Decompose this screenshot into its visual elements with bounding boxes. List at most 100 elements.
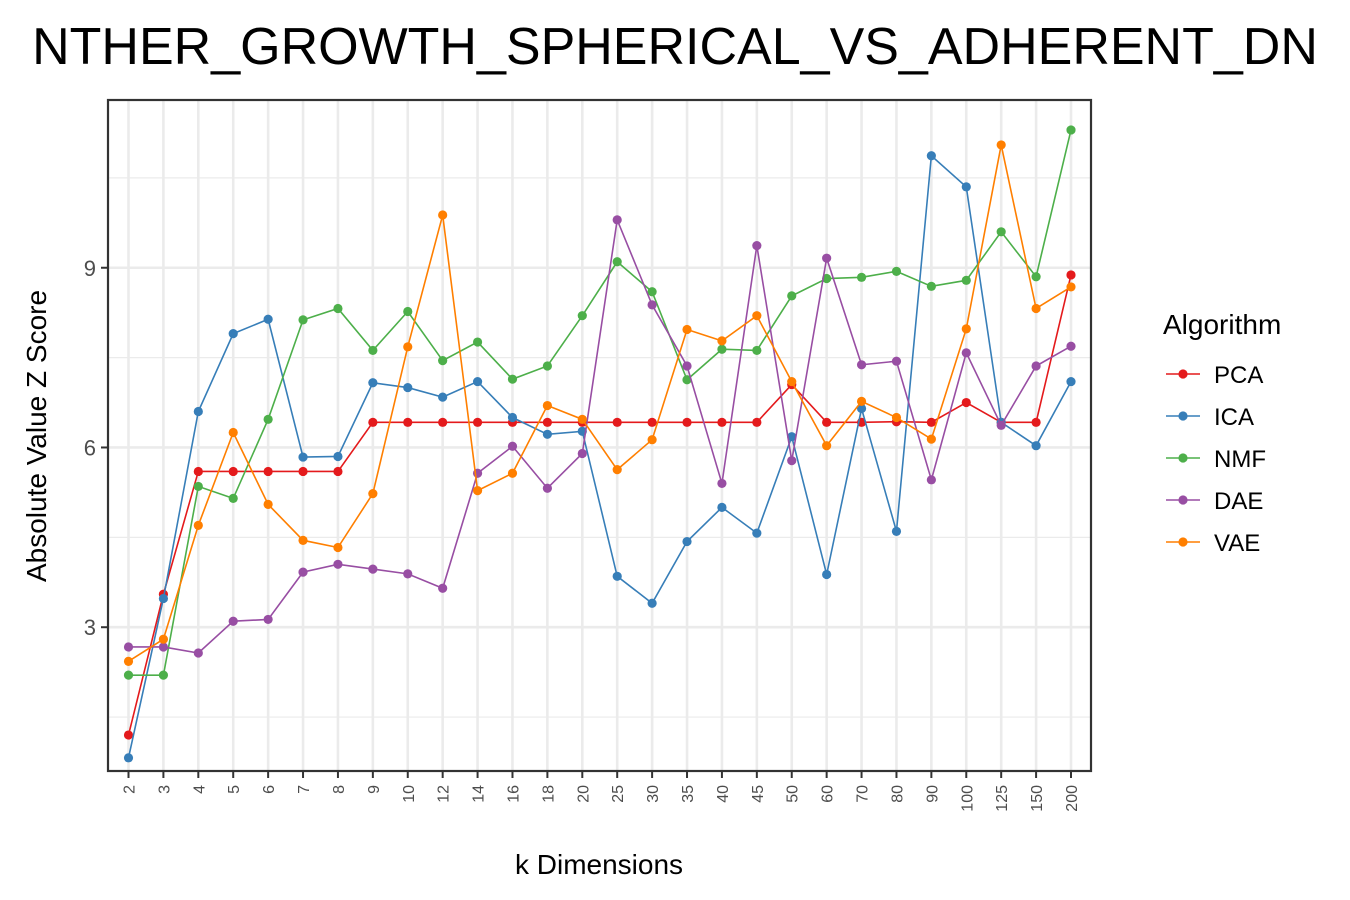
data-point-nmf — [403, 306, 413, 317]
data-point-nmf — [263, 414, 273, 424]
data-point-ica — [1066, 376, 1076, 387]
x-tick-label: 70 — [855, 785, 872, 803]
series-dae — [123, 215, 1076, 658]
x-tick-label: 90 — [924, 785, 941, 803]
data-point-pca — [403, 417, 413, 427]
data-point-dae — [193, 648, 203, 658]
data-point-dae — [1031, 361, 1041, 371]
data-point-dae — [333, 559, 343, 569]
data-point-dae — [438, 583, 448, 593]
data-point-vae — [961, 324, 971, 334]
data-point-dae — [647, 300, 657, 310]
legend: Algorithm PCA ICA NMF DAE VAE — [1163, 309, 1281, 557]
legend-key-point — [1178, 369, 1188, 379]
legend-label: ICA — [1214, 404, 1254, 431]
series-line-nmf — [128, 129, 1072, 676]
series-vae — [123, 140, 1076, 666]
x-tick-label: 14 — [471, 785, 488, 803]
legend-item-ica: ICA — [1166, 404, 1254, 431]
legend-label: VAE — [1214, 530, 1260, 557]
data-point-nmf — [612, 257, 622, 267]
data-point-ica — [542, 429, 552, 439]
data-point-nmf — [856, 272, 867, 282]
data-point-vae — [333, 542, 343, 553]
x-tick-label: 8 — [331, 785, 348, 794]
data-point-vae — [472, 486, 483, 496]
data-point-vae — [298, 535, 308, 545]
x-tick-label: 6 — [261, 785, 278, 794]
data-point-vae — [996, 140, 1006, 150]
data-point-vae — [1066, 282, 1076, 292]
data-point-dae — [158, 642, 169, 652]
data-point-nmf — [193, 481, 203, 492]
data-point-dae — [298, 567, 308, 577]
data-point-dae — [368, 564, 378, 574]
x-tick-label: 100 — [959, 785, 976, 812]
data-point-ica — [891, 526, 902, 536]
data-point-dae — [926, 475, 936, 485]
data-point-dae — [891, 356, 902, 366]
data-point-nmf — [682, 375, 692, 385]
data-point-vae — [123, 656, 134, 666]
data-point-ica — [158, 593, 169, 604]
data-point-ica — [193, 406, 203, 417]
series-line-dae — [128, 216, 1072, 654]
data-point-vae — [1031, 303, 1041, 314]
data-point-ica — [612, 571, 622, 581]
data-point-dae — [682, 361, 692, 371]
data-point-ica — [1031, 441, 1041, 451]
data-point-pca — [333, 466, 343, 477]
data-point-ica — [368, 378, 378, 388]
data-point-vae — [438, 210, 448, 220]
data-point-ica — [822, 569, 832, 580]
x-tick-label: 3 — [156, 785, 173, 794]
data-point-nmf — [787, 291, 797, 301]
data-point-pca — [752, 417, 762, 427]
data-point-pca — [193, 466, 203, 477]
data-point-vae — [577, 414, 587, 424]
data-point-ica — [438, 392, 448, 402]
data-point-nmf — [507, 374, 518, 384]
data-point-ica — [507, 412, 518, 423]
data-point-dae — [507, 441, 518, 451]
data-point-vae — [717, 336, 727, 346]
legend-key-point — [1178, 537, 1188, 547]
legend-label: NMF — [1214, 446, 1266, 473]
legend-item-nmf: NMF — [1166, 446, 1266, 473]
x-tick-label: 200 — [1064, 785, 1081, 812]
series-nmf — [123, 125, 1076, 680]
data-point-dae — [542, 483, 552, 493]
data-point-nmf — [577, 311, 587, 321]
data-point-vae — [647, 435, 657, 445]
data-point-nmf — [333, 303, 343, 314]
data-point-nmf — [647, 287, 657, 297]
data-point-vae — [158, 634, 169, 644]
x-tick-label: 10 — [401, 785, 418, 803]
data-point-pca — [368, 417, 378, 427]
data-point-nmf — [1031, 272, 1041, 282]
x-tick-label: 18 — [540, 785, 557, 803]
data-point-dae — [717, 478, 727, 489]
data-point-pca — [123, 730, 134, 740]
data-point-dae — [577, 448, 587, 459]
data-point-ica — [752, 528, 762, 538]
data-point-vae — [542, 400, 552, 411]
legend-item-vae: VAE — [1166, 530, 1260, 557]
y-tick-label: 6 — [84, 435, 96, 460]
data-point-dae — [403, 569, 413, 579]
legend-title: Algorithm — [1163, 309, 1281, 340]
data-point-ica — [682, 536, 692, 547]
data-point-ica — [123, 753, 134, 763]
x-tick-label: 30 — [645, 785, 662, 803]
series-layer — [123, 125, 1076, 763]
x-tick-label: 35 — [680, 785, 697, 803]
data-point-nmf — [368, 345, 378, 356]
plot-background — [108, 100, 1091, 771]
x-tick-label: 5 — [226, 785, 243, 794]
data-point-nmf — [158, 670, 169, 680]
legend-label: DAE — [1214, 488, 1263, 515]
x-tick-label: 20 — [575, 785, 592, 803]
data-point-nmf — [752, 345, 762, 356]
data-point-ica — [298, 452, 308, 462]
